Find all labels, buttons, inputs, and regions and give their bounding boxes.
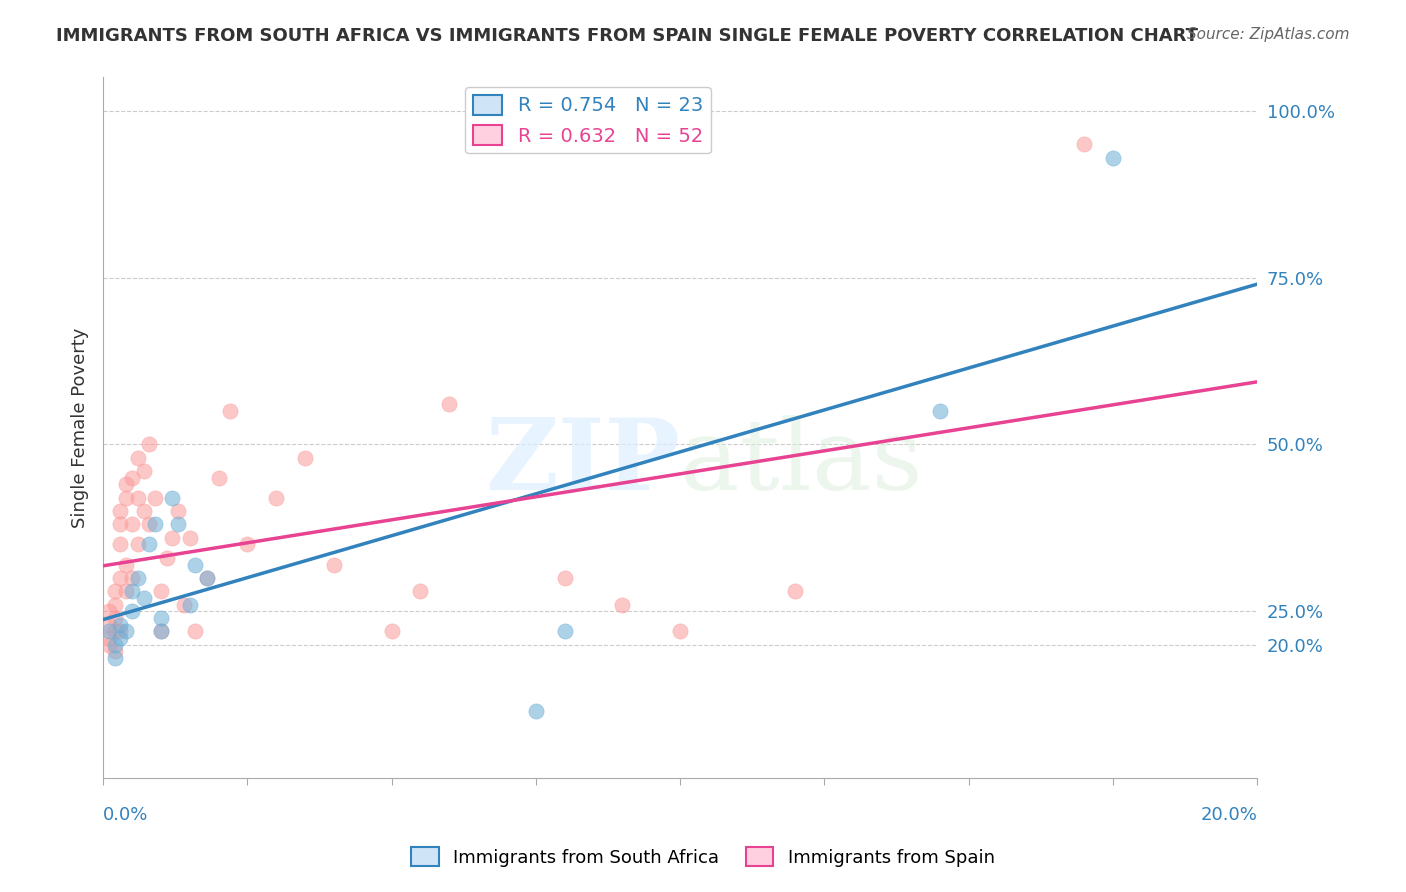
Point — [409, 584, 432, 599]
Point — [104, 638, 127, 652]
Point — [928, 404, 950, 418]
Point — [195, 571, 218, 585]
Point — [115, 477, 138, 491]
Point — [121, 471, 143, 485]
Point — [439, 397, 461, 411]
Text: ZIP: ZIP — [485, 414, 681, 511]
Point — [554, 624, 576, 639]
Point — [167, 504, 190, 518]
Point — [219, 404, 242, 418]
Point — [195, 571, 218, 585]
Point — [207, 471, 229, 485]
Point — [143, 491, 166, 505]
Text: IMMIGRANTS FROM SOUTH AFRICA VS IMMIGRANTS FROM SPAIN SINGLE FEMALE POVERTY CORR: IMMIGRANTS FROM SOUTH AFRICA VS IMMIGRAN… — [56, 27, 1198, 45]
Point — [110, 517, 132, 532]
Point — [294, 450, 316, 465]
Point — [167, 517, 190, 532]
Point — [97, 638, 120, 652]
Point — [669, 624, 692, 639]
Point — [97, 631, 120, 645]
Point — [115, 584, 138, 599]
Point — [110, 624, 132, 639]
Point — [184, 624, 207, 639]
Point — [121, 604, 143, 618]
Point — [104, 611, 127, 625]
Point — [121, 517, 143, 532]
Point — [138, 517, 160, 532]
Text: 20.0%: 20.0% — [1201, 806, 1257, 824]
Point — [1101, 151, 1123, 165]
Point — [149, 584, 172, 599]
Point — [143, 517, 166, 532]
Point — [110, 504, 132, 518]
Point — [1073, 137, 1095, 152]
Point — [381, 624, 404, 639]
Point — [127, 571, 149, 585]
Point — [115, 624, 138, 639]
Point — [524, 704, 547, 718]
Point — [104, 651, 127, 665]
Point — [97, 617, 120, 632]
Point — [162, 491, 184, 505]
Point — [785, 584, 807, 599]
Point — [132, 591, 155, 605]
Point — [121, 571, 143, 585]
Point — [132, 504, 155, 518]
Text: atlas: atlas — [681, 415, 922, 510]
Point — [184, 558, 207, 572]
Point — [149, 624, 172, 639]
Point — [127, 450, 149, 465]
Point — [554, 571, 576, 585]
Point — [138, 437, 160, 451]
Point — [97, 624, 120, 639]
Point — [132, 464, 155, 478]
Point — [162, 531, 184, 545]
Point — [110, 617, 132, 632]
Point — [264, 491, 287, 505]
Point — [104, 598, 127, 612]
Point — [179, 531, 201, 545]
Point — [104, 584, 127, 599]
Legend: R = 0.754   N = 23, R = 0.632   N = 52: R = 0.754 N = 23, R = 0.632 N = 52 — [465, 87, 710, 153]
Point — [97, 604, 120, 618]
Point — [138, 537, 160, 551]
Point — [121, 584, 143, 599]
Point — [173, 598, 195, 612]
Point — [612, 598, 634, 612]
Point — [149, 624, 172, 639]
Y-axis label: Single Female Poverty: Single Female Poverty — [72, 327, 89, 528]
Point — [149, 611, 172, 625]
Point — [115, 558, 138, 572]
Text: Source: ZipAtlas.com: Source: ZipAtlas.com — [1187, 27, 1350, 42]
Legend: Immigrants from South Africa, Immigrants from Spain: Immigrants from South Africa, Immigrants… — [404, 840, 1002, 874]
Point — [179, 598, 201, 612]
Point — [236, 537, 259, 551]
Point — [110, 537, 132, 551]
Point — [104, 644, 127, 658]
Point — [155, 550, 177, 565]
Point — [127, 537, 149, 551]
Point — [115, 491, 138, 505]
Point — [110, 631, 132, 645]
Point — [322, 558, 344, 572]
Point — [104, 624, 127, 639]
Text: 0.0%: 0.0% — [103, 806, 149, 824]
Point — [127, 491, 149, 505]
Point — [110, 571, 132, 585]
